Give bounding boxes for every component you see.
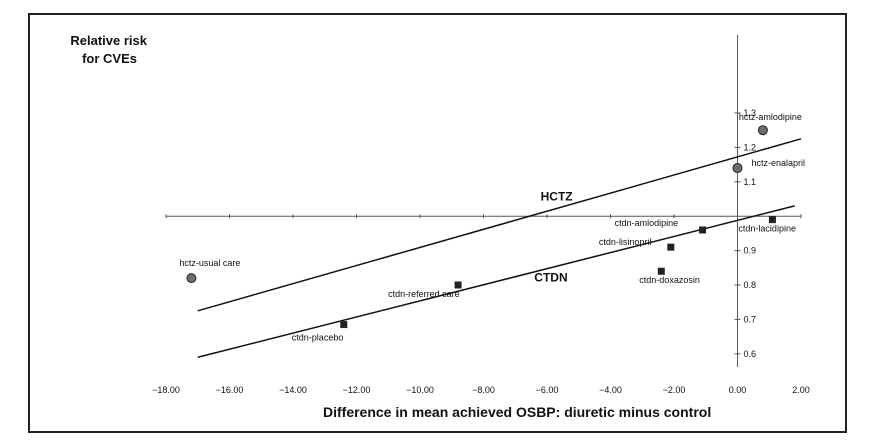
x-tick-label: −14.00	[279, 385, 307, 395]
y-tick-label: 0.6	[744, 349, 757, 359]
x-tick-label: −16.00	[216, 385, 244, 395]
series-label-hctz: HCTZ	[541, 190, 573, 204]
point-label: ctdn-referred care	[388, 289, 460, 299]
trend-line-ctdn	[197, 205, 795, 358]
y-tick-label: 0.9	[744, 246, 757, 256]
chart-frame: Relative risk for CVEs Difference in mea…	[28, 13, 847, 433]
point-label: ctdn-doxazosin	[639, 275, 700, 285]
point-marker-square	[667, 243, 675, 251]
point-marker-square	[768, 216, 776, 224]
trend-line-hctz	[197, 138, 802, 312]
y-axis-label-line1: Relative risk	[70, 33, 147, 48]
point-marker-circle	[186, 273, 197, 284]
x-tick-label: 0.00	[729, 385, 747, 395]
point-marker-square	[699, 226, 707, 234]
point-label: hctz-amlodipine	[739, 112, 802, 122]
point-label: ctdn-amlodipine	[615, 218, 679, 228]
y-tick-label: 1.3	[744, 108, 757, 118]
trend-lines	[197, 138, 802, 358]
point-marker-square	[454, 281, 462, 289]
axes	[165, 35, 802, 367]
point-marker-circle	[732, 163, 743, 174]
labels: Relative risk for CVEs Difference in mea…	[70, 33, 809, 420]
x-tick-label: 2.00	[792, 385, 810, 395]
point-label: ctdn-placebo	[292, 333, 344, 343]
x-tick-label: −8.00	[472, 385, 495, 395]
x-tick-label: −6.00	[536, 385, 559, 395]
x-tick-label: −10.00	[406, 385, 434, 395]
x-tick-label: −18.00	[152, 385, 180, 395]
point-marker-square	[657, 267, 665, 275]
y-tick-label: 0.7	[744, 314, 757, 324]
point-marker-square	[340, 321, 348, 329]
x-axis-label: Difference in mean achieved OSBP: diuret…	[323, 404, 711, 420]
point-label: ctdn-lisinopril	[599, 237, 652, 247]
x-tick-label: −4.00	[599, 385, 622, 395]
y-tick-label: 1.2	[744, 142, 757, 152]
series-label-ctdn: CTDN	[534, 271, 567, 285]
y-tick-label: 1.1	[744, 177, 757, 187]
y-tick-label: 0.8	[744, 280, 757, 290]
y-axis-label-line2: for CVEs	[82, 51, 137, 66]
point-label: ctdn-lacidipine	[738, 224, 796, 234]
point-label: hctz-usual care	[179, 258, 240, 268]
scatter-chart: Relative risk for CVEs Difference in mea…	[70, 33, 809, 420]
data-points	[186, 125, 776, 329]
point-marker-circle	[757, 125, 768, 136]
point-label: hctz-enalapril	[752, 158, 806, 168]
x-tick-label: −12.00	[343, 385, 371, 395]
x-tick-label: −2.00	[663, 385, 686, 395]
